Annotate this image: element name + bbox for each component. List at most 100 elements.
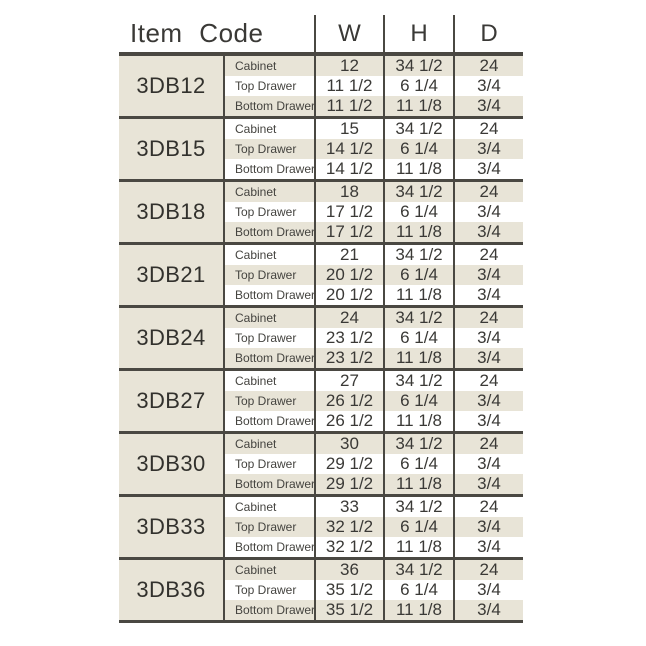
dimension-value: 26 1/2 xyxy=(314,411,383,431)
row-part-label: Bottom Drawer xyxy=(223,411,314,431)
dimension-value: 3/4 xyxy=(453,222,523,242)
item-group: 3DB36 Cabinet 36 34 1/2 24 Top Drawer 35 1/2 6… xyxy=(119,560,523,623)
header-col-height: H xyxy=(383,15,453,53)
dimension-value: 34 1/2 xyxy=(383,56,453,76)
dimension-value: 11 1/8 xyxy=(383,411,453,431)
dimension-value: 11 1/8 xyxy=(383,96,453,116)
dimension-value: 6 1/4 xyxy=(383,454,453,474)
dimension-value: 24 xyxy=(453,245,523,265)
dimension-value: 6 1/4 xyxy=(383,139,453,159)
dimension-value: 32 1/2 xyxy=(314,517,383,537)
row-part-label: Bottom Drawer xyxy=(223,159,314,179)
row-part-label: Bottom Drawer xyxy=(223,348,314,368)
item-code: 3DB27 xyxy=(119,371,223,431)
dimension-value: 6 1/4 xyxy=(383,328,453,348)
dimension-value: 3/4 xyxy=(453,159,523,179)
dimension-value: 18 xyxy=(314,182,383,202)
row-part-label: Top Drawer xyxy=(223,139,314,159)
dimension-value: 24 xyxy=(453,497,523,517)
row-part-label: Cabinet xyxy=(223,245,314,265)
row-part-label: Top Drawer xyxy=(223,265,314,285)
dimension-value: 3/4 xyxy=(453,454,523,474)
dimension-value: 35 1/2 xyxy=(314,580,383,600)
dimension-value: 3/4 xyxy=(453,580,523,600)
dimension-value: 11 1/8 xyxy=(383,285,453,305)
item-code: 3DB30 xyxy=(119,434,223,494)
row-part-label: Cabinet xyxy=(223,560,314,580)
item-group: 3DB18 Cabinet 18 34 1/2 24 Top Drawer 17 1/2 6… xyxy=(119,182,523,245)
dimension-value: 32 1/2 xyxy=(314,537,383,557)
dimension-value: 23 1/2 xyxy=(314,328,383,348)
item-code: 3DB24 xyxy=(119,308,223,368)
row-part-label: Cabinet xyxy=(223,119,314,139)
dimension-value: 3/4 xyxy=(453,76,523,96)
item-group: 3DB21 Cabinet 21 34 1/2 24 Top Drawer 20 1/2 6… xyxy=(119,245,523,308)
dimension-value: 6 1/4 xyxy=(383,517,453,537)
dimension-value: 3/4 xyxy=(453,285,523,305)
dimension-value: 12 xyxy=(314,56,383,76)
row-part-label: Top Drawer xyxy=(223,202,314,222)
item-group: 3DB15 Cabinet 15 34 1/2 24 Top Drawer 14 1/2 6… xyxy=(119,119,523,182)
row-part-label: Bottom Drawer xyxy=(223,537,314,557)
dimension-value: 34 1/2 xyxy=(383,245,453,265)
dimension-value: 30 xyxy=(314,434,383,454)
dimension-value: 6 1/4 xyxy=(383,265,453,285)
dimension-value: 34 1/2 xyxy=(383,434,453,454)
dimension-value: 11 1/8 xyxy=(383,348,453,368)
row-part-label: Cabinet xyxy=(223,182,314,202)
dimension-value: 29 1/2 xyxy=(314,454,383,474)
row-part-label: Top Drawer xyxy=(223,580,314,600)
dimension-value: 11 1/8 xyxy=(383,537,453,557)
dimension-value: 3/4 xyxy=(453,411,523,431)
item-code: 3DB15 xyxy=(119,119,223,179)
dimension-value: 24 xyxy=(453,119,523,139)
dimension-value: 17 1/2 xyxy=(314,222,383,242)
dimension-value: 24 xyxy=(453,308,523,328)
dimension-value: 34 1/2 xyxy=(383,560,453,580)
cabinet-spec-table: Item Code W H D 3DB12 Cabinet 12 34 1/2 24 T… xyxy=(119,15,523,623)
dimension-value: 23 1/2 xyxy=(314,348,383,368)
row-part-label: Bottom Drawer xyxy=(223,474,314,494)
item-code: 3DB21 xyxy=(119,245,223,305)
dimension-value: 3/4 xyxy=(453,348,523,368)
item-group: 3DB24 Cabinet 24 34 1/2 24 Top Drawer 23 1/2 6… xyxy=(119,308,523,371)
dimension-value: 3/4 xyxy=(453,391,523,411)
dimension-value: 6 1/4 xyxy=(383,202,453,222)
dimension-value: 3/4 xyxy=(453,328,523,348)
dimension-value: 35 1/2 xyxy=(314,600,383,620)
dimension-value: 27 xyxy=(314,371,383,391)
dimension-value: 11 1/8 xyxy=(383,222,453,242)
dimension-value: 24 xyxy=(314,308,383,328)
item-group: 3DB33 Cabinet 33 34 1/2 24 Top Drawer 32 1/2 6… xyxy=(119,497,523,560)
row-part-label: Cabinet xyxy=(223,308,314,328)
dimension-value: 34 1/2 xyxy=(383,308,453,328)
dimension-value: 6 1/4 xyxy=(383,391,453,411)
row-part-label: Bottom Drawer xyxy=(223,285,314,305)
dimension-value: 3/4 xyxy=(453,537,523,557)
dimension-value: 14 1/2 xyxy=(314,139,383,159)
dimension-value: 3/4 xyxy=(453,474,523,494)
row-part-label: Bottom Drawer xyxy=(223,222,314,242)
item-code: 3DB36 xyxy=(119,560,223,620)
item-group: 3DB12 Cabinet 12 34 1/2 24 Top Drawer 11 1/2 6… xyxy=(119,56,523,119)
dimension-value: 11 1/8 xyxy=(383,600,453,620)
dimension-value: 11 1/8 xyxy=(383,474,453,494)
row-part-label: Top Drawer xyxy=(223,517,314,537)
row-part-label: Bottom Drawer xyxy=(223,96,314,116)
dimension-value: 3/4 xyxy=(453,202,523,222)
dimension-value: 26 1/2 xyxy=(314,391,383,411)
dimension-value: 3/4 xyxy=(453,96,523,116)
item-code: 3DB18 xyxy=(119,182,223,242)
dimension-value: 36 xyxy=(314,560,383,580)
row-part-label: Cabinet xyxy=(223,56,314,76)
dimension-value: 24 xyxy=(453,182,523,202)
header-col-depth: D xyxy=(453,15,523,53)
dimension-value: 20 1/2 xyxy=(314,265,383,285)
dimension-value: 20 1/2 xyxy=(314,285,383,305)
item-code: 3DB33 xyxy=(119,497,223,557)
dimension-value: 21 xyxy=(314,245,383,265)
dimension-value: 11 1/8 xyxy=(383,159,453,179)
dimension-value: 24 xyxy=(453,56,523,76)
dimension-value: 24 xyxy=(453,434,523,454)
row-part-label: Bottom Drawer xyxy=(223,600,314,620)
